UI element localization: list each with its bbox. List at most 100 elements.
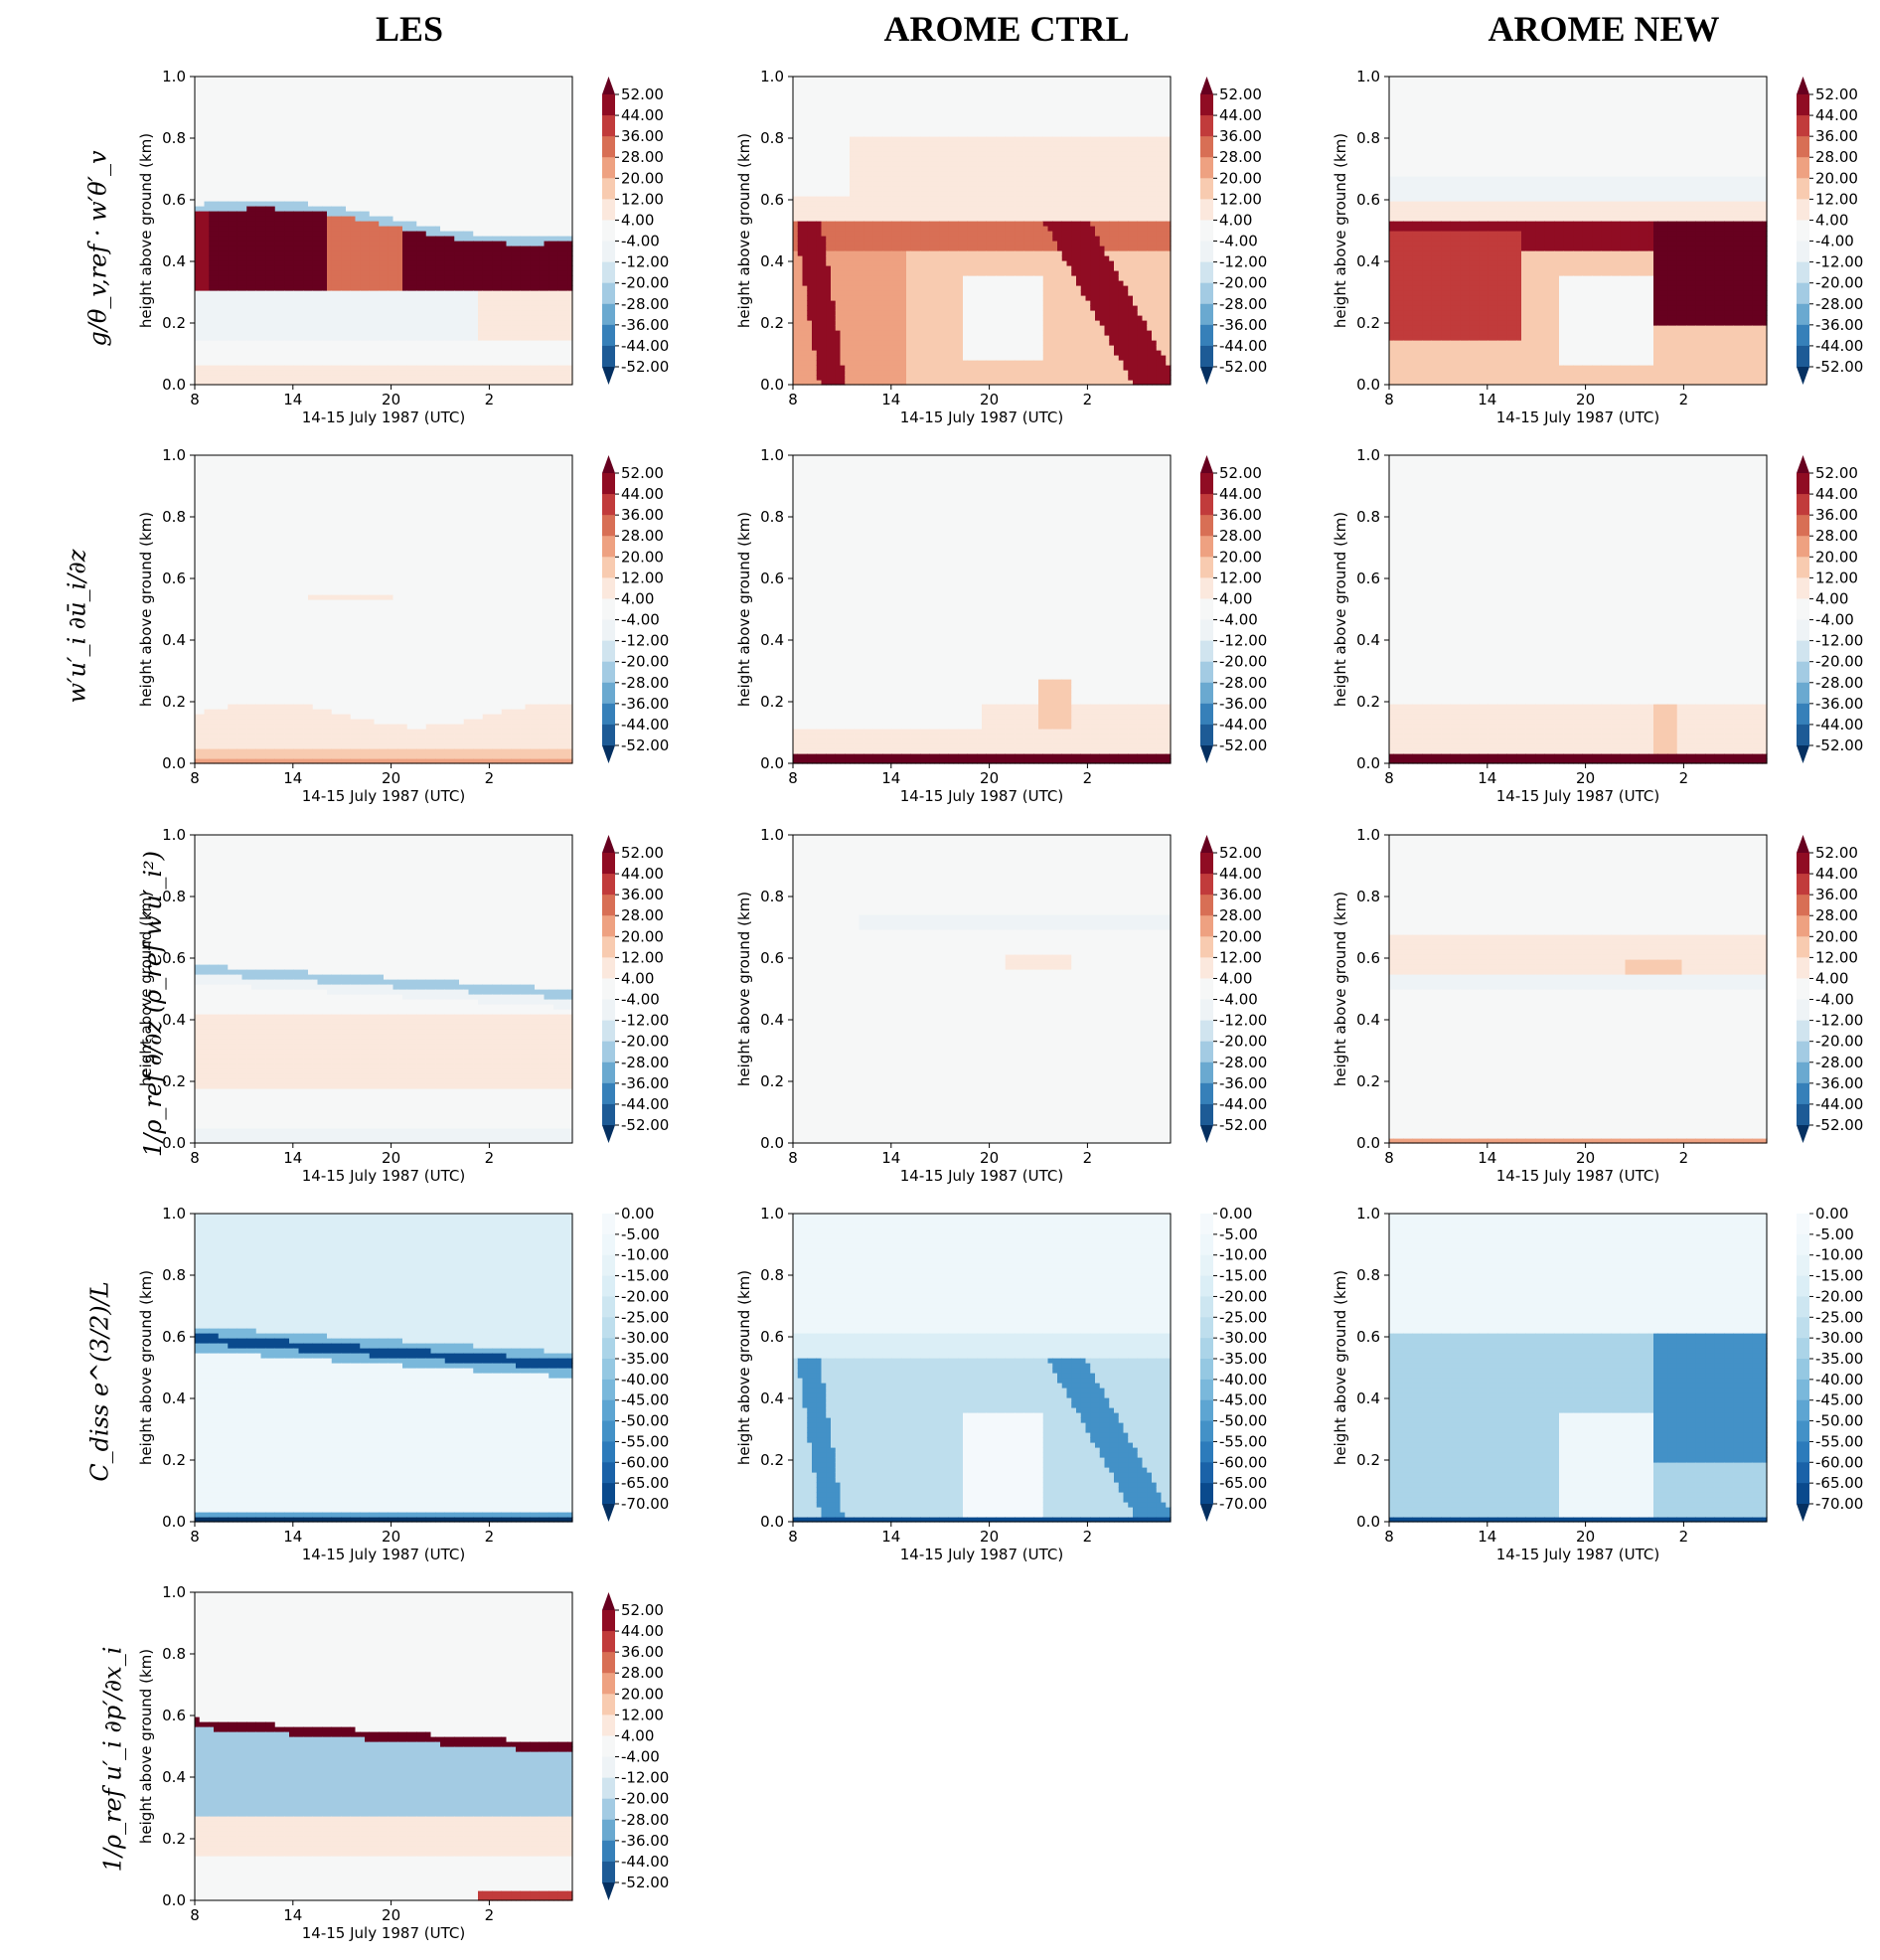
heatmap-cell [563,221,568,227]
heatmap-cell [563,250,568,256]
heatmap-cell [346,375,351,381]
heatmap-cell [337,91,342,97]
heatmap-cell [219,265,224,271]
heatmap-cell [384,77,389,82]
heatmap-cell [402,186,407,192]
heatmap-cell [341,86,346,92]
heatmap-cell [205,275,210,281]
heatmap-cell [299,221,304,227]
heatmap-cell [545,166,549,172]
heatmap-cell [351,216,356,222]
heatmap-cell [270,236,275,242]
heatmap-cell [445,131,450,137]
heatmap-cell [322,111,327,117]
heatmap-cell [435,176,440,182]
heatmap-cell [530,121,535,127]
heatmap-cell [459,166,464,172]
heatmap-cell [507,82,512,87]
heatmap-cell [407,250,412,256]
heatmap-cell [389,82,393,87]
heatmap-cell [492,176,497,182]
heatmap-cell [483,236,488,242]
heatmap-cell [327,300,332,306]
heatmap-cell [370,360,375,366]
heatmap-cell [360,111,365,117]
heatmap-cell [205,196,210,202]
heatmap-cell [545,77,549,82]
heatmap-cell [294,166,299,172]
heatmap-cell [431,176,436,182]
heatmap-cell [393,226,398,232]
heatmap-cell [407,320,412,326]
heatmap-cell [265,146,270,152]
heatmap-cell [497,77,502,82]
heatmap-cell [299,260,304,266]
heatmap-cell [421,186,426,192]
heatmap-cell [299,355,304,361]
heatmap-cell [360,77,365,82]
heatmap-cell [397,305,402,311]
heatmap-cell [224,260,229,266]
heatmap-cell [237,216,242,222]
heatmap-cell [416,310,421,316]
heatmap-cell [214,325,219,331]
heatmap-cell [219,270,224,276]
heatmap-cell [270,245,275,251]
heatmap-cell [284,131,289,137]
heatmap-cell [558,320,563,326]
heatmap-cell [507,260,512,266]
heatmap-cell [219,355,224,361]
heatmap-cell [435,141,440,147]
heatmap-cell [450,365,455,371]
heatmap-cell [280,77,285,82]
heatmap-cell [246,136,251,142]
heatmap-cell [502,77,507,82]
heatmap-cell [483,370,488,376]
heatmap-cell [224,101,229,107]
heatmap-cell [351,375,356,381]
heatmap-cell [294,350,299,356]
heatmap-cell [233,315,237,321]
heatmap-cell [502,365,507,371]
heatmap-cell [402,241,407,246]
heatmap-cell [516,166,521,172]
heatmap-cell [548,206,553,212]
heatmap-cell [224,241,229,246]
heatmap-cell [540,370,545,376]
heatmap-cell [299,241,304,246]
heatmap-cell [251,255,256,261]
heatmap-cell [313,86,318,92]
heatmap-cell [492,161,497,167]
heatmap-cell [209,196,214,202]
heatmap-cell [558,111,563,117]
heatmap-cell [303,280,308,286]
heatmap-cell [407,206,412,212]
heatmap-cell [318,166,323,172]
heatmap-cell [478,106,483,112]
heatmap-cell [284,275,289,281]
heatmap-cell [219,206,224,212]
heatmap-cell [416,131,421,137]
heatmap-cell [375,126,380,132]
heatmap-cell [397,156,402,162]
heatmap-cell [233,171,237,177]
heatmap-cell [308,236,313,242]
heatmap-cell [246,96,251,102]
heatmap-cell [488,250,493,256]
heatmap-cell [454,86,459,92]
heatmap-cell [402,320,407,326]
heatmap-cell [389,141,393,147]
heatmap-cell [275,221,280,227]
heatmap-cell [360,226,365,232]
heatmap-cell [469,370,474,376]
heatmap-cell [332,360,337,366]
heatmap-cell [337,285,342,291]
heatmap-cell [502,126,507,132]
heatmap-cell [318,77,323,82]
heatmap-cell [421,166,426,172]
heatmap-cell [195,285,200,291]
heatmap-cell [332,370,337,376]
heatmap-cell [251,201,256,207]
heatmap-cell [445,231,450,237]
heatmap-cell [530,226,535,232]
